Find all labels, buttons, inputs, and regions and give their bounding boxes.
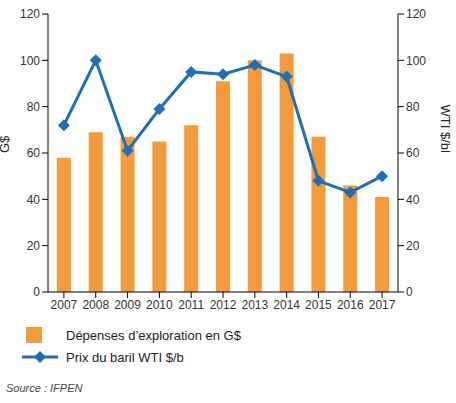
svg-text:2014: 2014	[273, 298, 300, 312]
svg-text:40: 40	[27, 193, 41, 207]
svg-text:0: 0	[406, 285, 413, 299]
svg-text:2013: 2013	[241, 298, 268, 312]
svg-text:2010: 2010	[146, 298, 173, 312]
svg-text:60: 60	[406, 146, 420, 160]
svg-text:80: 80	[27, 100, 41, 114]
svg-text:80: 80	[406, 100, 420, 114]
html-text:Prix du baril WTI $/b: Prix du baril WTI $/b	[66, 349, 184, 365]
svg-text:2008: 2008	[82, 298, 109, 312]
svg-text:120: 120	[406, 7, 426, 21]
svg-text:2007: 2007	[51, 298, 78, 312]
svg-text:120: 120	[20, 7, 40, 21]
svg-text:2009: 2009	[114, 298, 141, 312]
svg-text:0: 0	[33, 285, 40, 299]
svg-text:100: 100	[406, 54, 426, 68]
svg-text:WTI $/bl: WTI $/bl	[438, 105, 448, 154]
html-text:Dépenses d’exploration en G$: Dépenses d’exploration en G$	[66, 327, 241, 343]
svg-text:20: 20	[27, 239, 41, 253]
svg-text:2011: 2011	[178, 298, 204, 312]
svg-text:2015: 2015	[305, 298, 332, 312]
svg-text:60: 60	[27, 146, 41, 160]
html-text:Source : IFPEN: Source : IFPEN	[6, 382, 83, 394]
svg-text:2012: 2012	[210, 298, 237, 312]
svg-text:100: 100	[20, 54, 40, 68]
svg-text:2016: 2016	[337, 298, 364, 312]
svg-text:2017: 2017	[369, 298, 396, 312]
svg-text:G$: G$	[8, 135, 12, 153]
svg-text:40: 40	[406, 193, 420, 207]
svg-text:20: 20	[406, 239, 420, 253]
